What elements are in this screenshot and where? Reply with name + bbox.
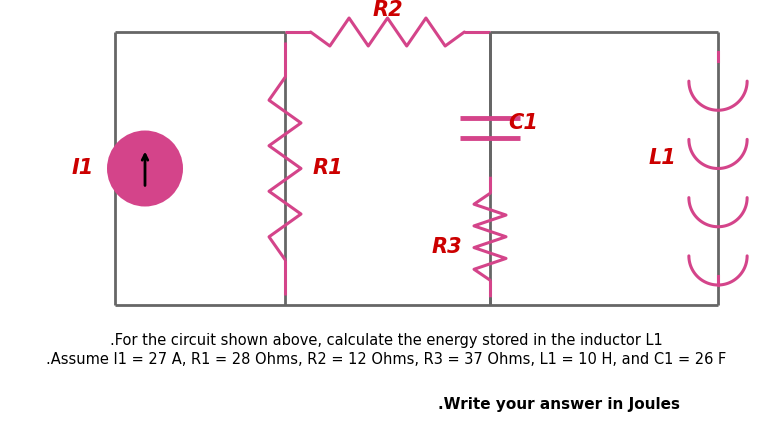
Circle shape (107, 131, 183, 206)
Text: R2: R2 (372, 0, 403, 20)
Text: .Assume I1 = 27 A, R1 = 28 Ohms, R2 = 12 Ohms, R3 = 37 Ohms, L1 = 10 H, and C1 =: .Assume I1 = 27 A, R1 = 28 Ohms, R2 = 12… (46, 352, 726, 367)
Text: .For the circuit shown above, calculate the energy stored in the inductor L1: .For the circuit shown above, calculate … (110, 333, 662, 348)
Text: R1: R1 (313, 158, 344, 179)
Text: C1: C1 (508, 113, 538, 132)
Text: R3: R3 (432, 237, 462, 257)
Text: I1: I1 (72, 158, 94, 179)
Text: L1: L1 (648, 148, 676, 169)
Text: .Write your answer in Joules: .Write your answer in Joules (438, 397, 680, 412)
